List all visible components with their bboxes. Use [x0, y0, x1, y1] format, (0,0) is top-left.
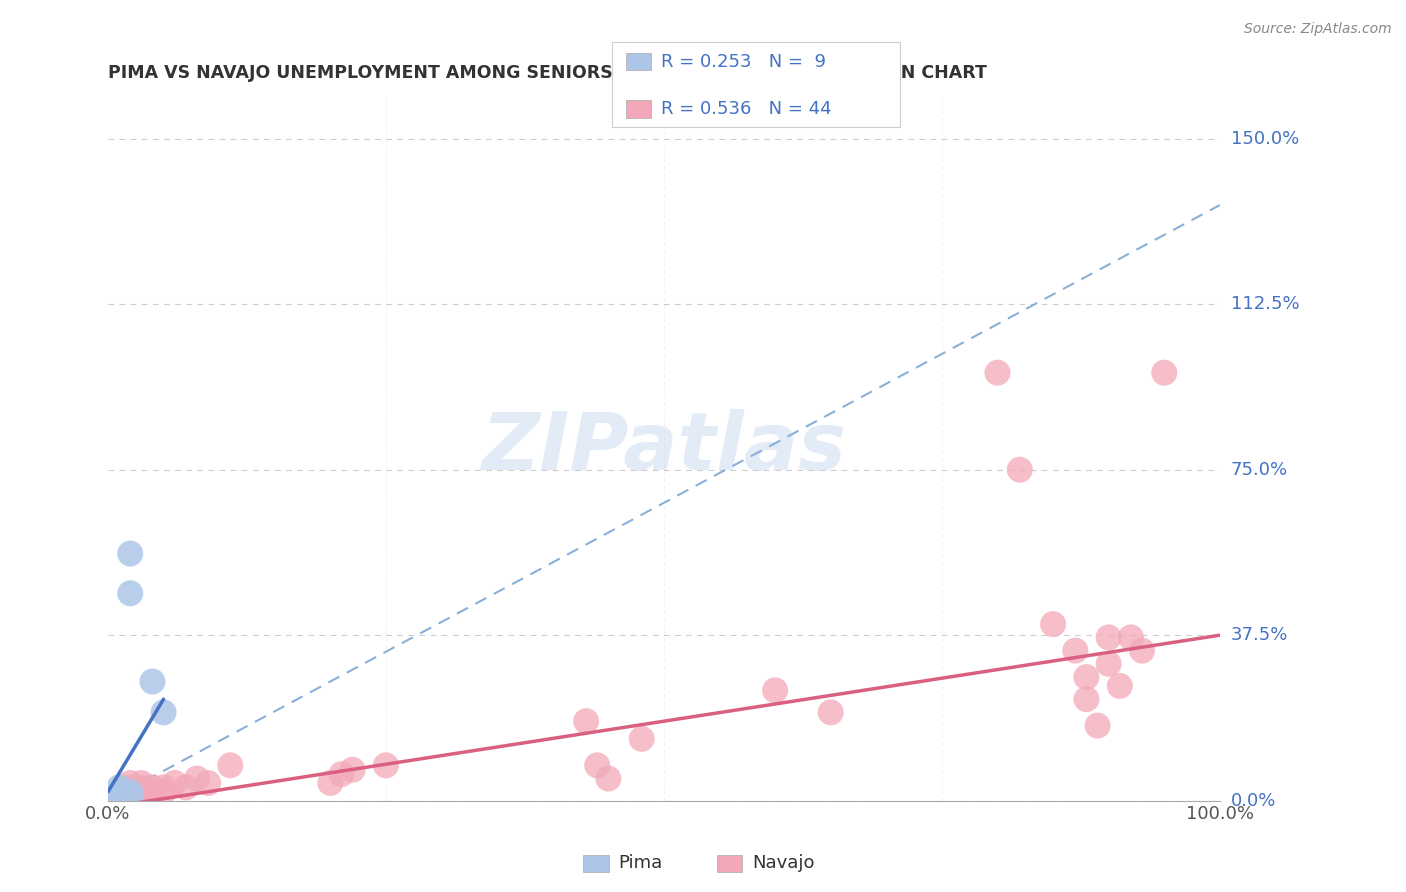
Point [120, 586, 142, 600]
Text: PIMA VS NAVAJO UNEMPLOYMENT AMONG SENIORS OVER 65 YEARS CORRELATION CHART: PIMA VS NAVAJO UNEMPLOYMENT AMONG SENIOR… [108, 64, 987, 82]
Point [141, 780, 163, 795]
Point [120, 789, 142, 804]
Point [120, 785, 142, 799]
Point [120, 547, 142, 561]
Text: ZIPatlas: ZIPatlas [481, 409, 846, 487]
Point [186, 772, 208, 786]
Text: R = 0.536   N = 44: R = 0.536 N = 44 [661, 100, 831, 118]
Point [1064, 643, 1087, 657]
Point [141, 789, 163, 804]
Point [120, 780, 142, 795]
Text: 75.0%: 75.0% [1232, 461, 1288, 479]
Point [630, 731, 652, 746]
Point [330, 767, 353, 781]
Text: Pima: Pima [619, 855, 662, 872]
Point [174, 780, 197, 795]
Point [108, 785, 131, 799]
Point [1119, 631, 1142, 645]
Point [820, 706, 842, 720]
Text: Navajo: Navajo [752, 855, 814, 872]
Point [342, 763, 364, 777]
Point [108, 785, 131, 799]
Point [1008, 463, 1031, 477]
Text: 112.5%: 112.5% [1232, 295, 1299, 313]
Point [1076, 670, 1098, 684]
Text: 37.5%: 37.5% [1232, 626, 1288, 644]
Point [586, 758, 609, 772]
Text: R = 0.253   N =  9: R = 0.253 N = 9 [661, 53, 825, 70]
Point [131, 789, 153, 804]
Point [108, 780, 131, 795]
Point [141, 674, 163, 689]
Point [108, 789, 131, 804]
Point [120, 785, 142, 799]
Point [131, 785, 153, 799]
Point [152, 706, 174, 720]
Point [120, 789, 142, 804]
Point [152, 780, 174, 795]
Point [986, 366, 1008, 380]
Point [1153, 366, 1175, 380]
Point [1087, 718, 1109, 732]
Point [575, 714, 598, 729]
Point [1130, 643, 1153, 657]
Point [141, 785, 163, 799]
Point [763, 683, 786, 698]
Point [197, 776, 219, 790]
Point [1098, 657, 1121, 671]
Point [108, 789, 131, 804]
Point [375, 758, 398, 772]
Point [163, 776, 186, 790]
Point [120, 776, 142, 790]
Point [131, 776, 153, 790]
Point [1108, 679, 1130, 693]
Point [219, 758, 242, 772]
Point [1042, 617, 1064, 632]
Point [1076, 692, 1098, 706]
Text: 150.0%: 150.0% [1232, 130, 1299, 148]
Text: 0.0%: 0.0% [1232, 791, 1277, 810]
Point [131, 780, 153, 795]
Point [152, 785, 174, 799]
Point [1098, 631, 1121, 645]
Point [319, 776, 342, 790]
Text: Source: ZipAtlas.com: Source: ZipAtlas.com [1244, 22, 1392, 37]
Point [108, 785, 131, 799]
Point [598, 772, 620, 786]
